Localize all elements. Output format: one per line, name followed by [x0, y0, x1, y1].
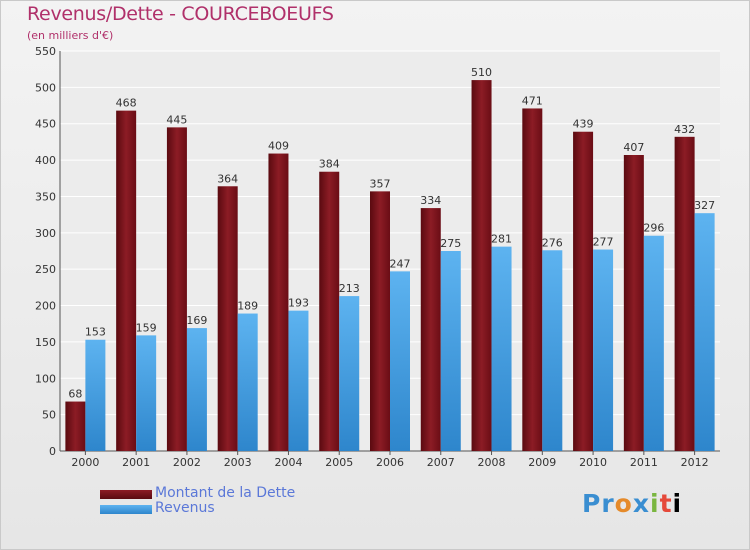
data-label-revenus: 296: [643, 222, 664, 235]
x-tick-label: 2001: [122, 456, 150, 469]
data-label-dette: 68: [68, 388, 82, 401]
data-label-revenus: 189: [237, 300, 258, 313]
bar-dette: [674, 136, 695, 451]
x-tick-label: 2002: [173, 456, 201, 469]
bar-dette: [522, 108, 543, 452]
x-tick-label: 2000: [71, 456, 99, 469]
bar-revenus: [390, 271, 410, 451]
y-tick-label: 0: [49, 445, 56, 458]
data-label-dette: 510: [471, 66, 492, 79]
bar-dette: [370, 191, 390, 451]
bar-dette: [420, 208, 441, 451]
data-label-dette: 384: [319, 158, 340, 171]
y-tick-label: 150: [35, 336, 56, 349]
bar-revenus: [237, 313, 258, 451]
bar-revenus: [643, 235, 664, 451]
data-label-revenus: 281: [491, 233, 512, 246]
bar-revenus: [186, 328, 207, 451]
x-tick-label: 2012: [681, 456, 709, 469]
legend-swatch-dette: [100, 490, 152, 499]
y-tick-label: 350: [35, 190, 56, 203]
x-tick-label: 2004: [274, 456, 302, 469]
data-label-dette: 471: [522, 94, 543, 107]
chart-title: Revenus/Dette - COURCEBOEUFS: [27, 3, 334, 25]
y-tick-label: 450: [35, 118, 56, 131]
y-tick-label: 50: [42, 409, 56, 422]
bar-revenus: [542, 250, 563, 451]
bar-revenus: [288, 310, 309, 451]
proxiti-logo: Proxiti: [582, 489, 683, 518]
legend-swatch-revenus: [100, 505, 152, 514]
y-tick-label: 400: [35, 154, 56, 167]
x-tick-label: 2009: [528, 456, 556, 469]
y-tick-label: 550: [35, 45, 56, 58]
data-label-revenus: 159: [136, 321, 157, 334]
bar-revenus: [85, 339, 106, 451]
data-label-revenus: 247: [390, 257, 411, 270]
data-label-revenus: 327: [694, 199, 715, 212]
data-label-dette: 357: [370, 177, 391, 190]
bar-revenus: [136, 335, 157, 451]
y-tick-label: 250: [35, 263, 56, 276]
bar-revenus: [339, 296, 360, 451]
data-label-dette: 364: [217, 172, 238, 185]
bar-dette: [573, 131, 594, 451]
x-tick-label: 2011: [630, 456, 658, 469]
data-label-dette: 407: [623, 141, 644, 154]
data-label-revenus: 275: [440, 237, 461, 250]
bar-dette: [268, 153, 289, 451]
data-label-dette: 468: [116, 97, 137, 110]
data-label-revenus: 276: [542, 236, 563, 249]
bar-dette: [65, 401, 86, 451]
y-tick-label: 300: [35, 227, 56, 240]
data-label-revenus: 213: [339, 282, 360, 295]
data-label-dette: 409: [268, 140, 289, 153]
bar-revenus: [694, 213, 715, 451]
x-tick-label: 2003: [224, 456, 252, 469]
data-label-revenus: 169: [186, 314, 207, 327]
data-label-dette: 432: [674, 123, 695, 136]
bar-dette: [319, 171, 340, 451]
legend-label-dette: Montant de la Dette: [155, 485, 296, 501]
x-tick-label: 2008: [478, 456, 506, 469]
x-tick-label: 2005: [325, 456, 353, 469]
y-tick-label: 100: [35, 372, 56, 385]
y-tick-label: 500: [35, 81, 56, 94]
data-label-revenus: 193: [288, 297, 309, 310]
bar-dette: [166, 127, 187, 451]
y-tick-label: 200: [35, 300, 56, 313]
bar-revenus: [440, 251, 461, 451]
legend-label-revenus: Revenus: [155, 500, 215, 516]
data-label-revenus: 277: [593, 236, 614, 249]
bar-dette: [471, 80, 492, 451]
bar-dette: [623, 155, 644, 451]
x-tick-label: 2007: [427, 456, 455, 469]
x-tick-label: 2010: [579, 456, 607, 469]
x-tick-label: 2006: [376, 456, 404, 469]
data-label-dette: 439: [573, 118, 594, 131]
data-label-dette: 445: [166, 113, 187, 126]
data-label-revenus: 153: [85, 326, 106, 339]
bar-revenus: [491, 246, 512, 451]
chart-subtitle: (en milliers d'€): [27, 29, 114, 42]
bar-revenus: [593, 249, 614, 451]
data-label-dette: 334: [420, 194, 441, 207]
bar-dette: [116, 110, 137, 452]
bar-dette: [217, 186, 238, 452]
